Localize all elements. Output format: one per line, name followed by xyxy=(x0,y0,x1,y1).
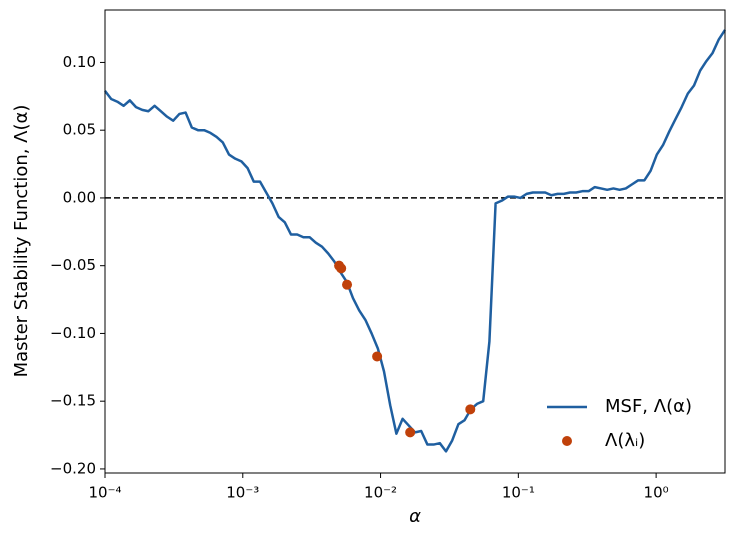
msf-line xyxy=(104,29,727,453)
legend-label: Λ(λᵢ) xyxy=(605,430,645,451)
legend-swatch xyxy=(562,436,572,446)
y-tick-label: 0.05 xyxy=(63,121,96,139)
y-tick-label: −0.20 xyxy=(50,459,96,477)
y-tick-label: −0.10 xyxy=(50,324,96,342)
y-tick-label: −0.05 xyxy=(50,256,96,274)
scatter-point xyxy=(465,404,476,415)
y-tick-label: −0.15 xyxy=(50,392,96,410)
x-tick-label: 10⁻² xyxy=(364,484,397,502)
x-tick-label: 10⁻³ xyxy=(226,484,259,502)
legend-label: MSF, Λ(α) xyxy=(605,396,692,417)
x-tick-label: 10⁰ xyxy=(644,484,669,502)
y-tick-label: 0.10 xyxy=(63,53,96,71)
y-axis-label: Master Stability Function, Λ(α) xyxy=(11,105,32,378)
scatter-point xyxy=(336,263,347,274)
y-tick-label: 0.00 xyxy=(63,188,96,206)
x-tick-label: 10⁻¹ xyxy=(502,484,535,502)
scatter-point xyxy=(372,351,383,362)
plot-frame xyxy=(104,9,726,474)
x-tick-label: 10⁻⁴ xyxy=(88,484,121,502)
scatter-point xyxy=(342,279,353,290)
x-axis-label: α xyxy=(409,506,421,527)
scatter-point xyxy=(405,427,416,438)
